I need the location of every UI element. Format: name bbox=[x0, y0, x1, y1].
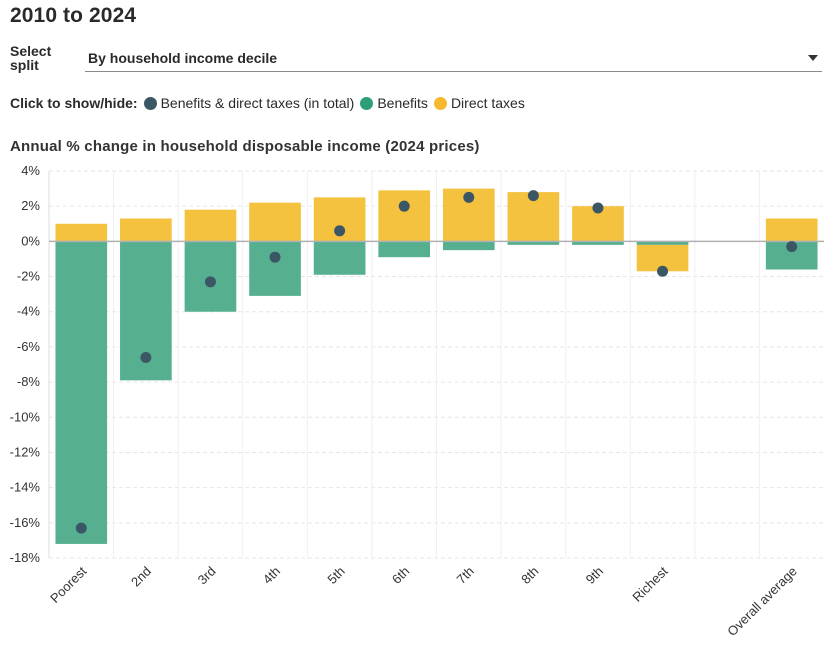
x-tick-label: 4th bbox=[260, 564, 283, 587]
legend-item-total[interactable]: Benefits & direct taxes (in total) bbox=[143, 95, 355, 111]
y-tick-label: -2% bbox=[17, 269, 41, 284]
total-dot[interactable] bbox=[204, 276, 216, 288]
y-tick-label: -6% bbox=[17, 339, 41, 354]
page-heading: 2010 to 2024 bbox=[10, 4, 137, 27]
x-tick-label: 9th bbox=[583, 564, 606, 587]
y-tick-label: -10% bbox=[10, 409, 41, 424]
x-tick-label: 8th bbox=[518, 564, 541, 587]
x-tick-label: 5th bbox=[324, 564, 347, 587]
x-tick-label: Overall average bbox=[724, 564, 800, 640]
benefits-bar[interactable] bbox=[313, 241, 366, 275]
y-tick-label: -14% bbox=[10, 480, 41, 495]
split-label: Select split bbox=[10, 43, 52, 73]
total-dot[interactable] bbox=[527, 190, 539, 202]
split-select-value: By household income decile bbox=[88, 50, 278, 66]
x-tick-label: Richest bbox=[629, 563, 671, 605]
benefits-bar[interactable] bbox=[55, 241, 108, 544]
total-dot[interactable] bbox=[140, 351, 152, 363]
benefits-bar[interactable] bbox=[636, 241, 689, 245]
direct-taxes-bar[interactable] bbox=[55, 223, 108, 242]
total-dot[interactable] bbox=[269, 251, 281, 263]
legend-item-direct-taxes[interactable]: Direct taxes bbox=[433, 95, 525, 111]
total-dot[interactable] bbox=[657, 265, 669, 277]
y-tick-label: 0% bbox=[21, 233, 40, 248]
total-dot[interactable] bbox=[75, 522, 87, 534]
legend-dot-direct-taxes-icon bbox=[433, 96, 447, 110]
y-tick-label: -12% bbox=[10, 444, 41, 459]
benefits-bar[interactable] bbox=[249, 241, 301, 296]
legend-dot-benefits-icon bbox=[360, 96, 374, 110]
total-dot[interactable] bbox=[334, 225, 346, 237]
x-tick-label: Poorest bbox=[47, 563, 90, 606]
chevron-down-icon[interactable] bbox=[808, 55, 818, 61]
legend-label-total: Benefits & direct taxes (in total) bbox=[160, 95, 355, 111]
x-tick-label: 2nd bbox=[128, 564, 154, 590]
legend-prompt: Click to show/hide: bbox=[10, 95, 138, 111]
y-tick-label: 2% bbox=[21, 198, 40, 213]
benefits-bar[interactable] bbox=[442, 241, 495, 251]
y-tick-label: 4% bbox=[21, 163, 40, 178]
y-tick-label: -16% bbox=[10, 515, 41, 530]
y-tick-label: -18% bbox=[10, 550, 41, 565]
chart-title: Annual % change in household disposable … bbox=[10, 138, 480, 155]
total-dot[interactable] bbox=[786, 241, 798, 253]
legend-item-benefits[interactable]: Benefits bbox=[360, 95, 428, 111]
split-select[interactable]: By household income decile bbox=[85, 44, 822, 72]
benefits-bar[interactable] bbox=[572, 241, 624, 245]
x-tick-label: 6th bbox=[389, 564, 412, 587]
direct-taxes-bar[interactable] bbox=[378, 190, 431, 242]
legend: Click to show/hide: Benefits & direct ta… bbox=[10, 93, 531, 113]
x-tick-label: 7th bbox=[454, 564, 477, 587]
direct-taxes-bar[interactable] bbox=[120, 218, 172, 242]
legend-label-benefits: Benefits bbox=[377, 95, 428, 111]
legend-dot-total-icon bbox=[143, 96, 157, 110]
total-dot[interactable] bbox=[398, 200, 410, 212]
total-dot[interactable] bbox=[463, 191, 475, 203]
direct-taxes-bar[interactable] bbox=[249, 202, 301, 242]
legend-label-direct-taxes: Direct taxes bbox=[450, 95, 525, 111]
direct-taxes-bar[interactable] bbox=[184, 209, 237, 242]
total-dot[interactable] bbox=[592, 202, 604, 214]
benefits-bar[interactable] bbox=[378, 241, 431, 258]
y-tick-label: -4% bbox=[17, 304, 41, 319]
chart-svg: 4% 2% 0% -2% -4% -6% -8% -10% -12% -14% -16% -18% Po… bbox=[10, 163, 824, 640]
benefits-bar[interactable] bbox=[507, 241, 560, 245]
direct-taxes-bar[interactable] bbox=[765, 218, 818, 242]
x-tick-label: 3rd bbox=[195, 564, 219, 588]
y-tick-label: -8% bbox=[17, 374, 41, 389]
